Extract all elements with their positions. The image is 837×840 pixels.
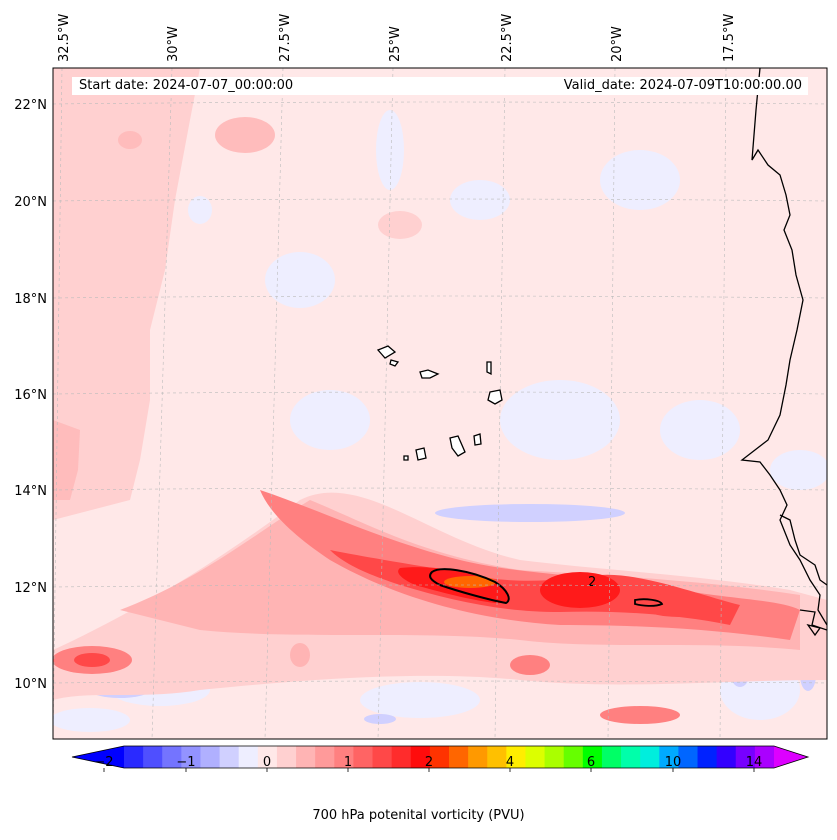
lat-label-10n: 10°N <box>14 677 47 692</box>
colorbar-swatch <box>257 746 278 768</box>
colorbar-swatch <box>353 746 374 768</box>
colorbar-swatch <box>754 746 775 768</box>
low-pv-patches <box>53 110 827 732</box>
lon-label-25w: 25°W <box>388 26 403 62</box>
colorbar-swatch <box>678 746 699 768</box>
colorbar-swatch <box>219 746 240 768</box>
valid-date-label: Valid_date: 2024-07-09T10:00:00.00 <box>532 77 808 95</box>
coastline <box>740 68 827 637</box>
pv-max-east <box>540 572 620 608</box>
pv-patch-nw <box>118 131 142 149</box>
colorbar-swatch <box>162 746 182 768</box>
map-area: 2 <box>53 68 827 739</box>
lon-label-30w: 30°W <box>166 26 181 62</box>
cb-tick-label: 1 <box>344 755 352 770</box>
colorbar-swatch <box>334 746 354 768</box>
pv-patch-west-core <box>74 653 110 667</box>
gridlines <box>53 68 827 739</box>
pv-patch-mid-south <box>510 655 550 675</box>
colorbar-swatch <box>391 746 412 768</box>
map-frame <box>52 67 828 740</box>
colorbar-swatch <box>372 746 393 768</box>
colorbar-swatch <box>640 746 660 768</box>
colorbar-swatch <box>582 746 603 768</box>
cb-tick-label: −2 <box>94 755 113 770</box>
colorbar-swatch <box>563 746 584 768</box>
lat-label-20n: 20°N <box>14 195 47 210</box>
colorbar-swatch <box>697 746 718 768</box>
pv-patch-ne <box>215 117 275 153</box>
lat-label-22n: 22°N <box>14 98 47 113</box>
cb-tick-label: 0 <box>263 755 271 770</box>
africa-coastline <box>740 68 827 626</box>
cb-tick-label: 10 <box>665 755 682 770</box>
colorbar-extend-min <box>72 746 124 768</box>
cape-verde-islands <box>376 345 503 461</box>
colorbar-swatch <box>315 746 335 768</box>
western-pv-band-inner <box>53 420 80 500</box>
colorbar-swatch <box>735 746 756 768</box>
pv-max-orange <box>444 576 496 588</box>
colorbar <box>71 745 810 772</box>
cb-tick-label: −1 <box>176 755 195 770</box>
colorbar-swatch <box>659 746 679 768</box>
colorbar-swatch <box>410 746 431 768</box>
pv-patch-south <box>290 643 310 667</box>
cb-tick-label: 4 <box>506 755 514 770</box>
cb-tick-label: 14 <box>746 755 763 770</box>
colorbar-swatch <box>296 746 316 768</box>
pv-max-far-east <box>640 593 720 617</box>
colorbar-swatch <box>506 746 526 768</box>
colorbar-swatch <box>449 746 469 768</box>
contour-label: 2 <box>588 575 596 590</box>
pv-2-contour-east <box>634 598 664 607</box>
colorbar-swatch <box>525 746 546 768</box>
colorbar-extend-max <box>774 746 808 768</box>
cb-tick-label: 2 <box>425 755 433 770</box>
lat-label-18n: 18°N <box>14 292 47 307</box>
colorbar-swatch <box>544 746 565 768</box>
lon-label-17-5w: 17.5°W <box>722 14 737 62</box>
colorbar-swatch <box>429 746 450 768</box>
lat-label-12n: 12°N <box>14 581 47 596</box>
colorbar-outline <box>71 745 810 769</box>
colorbar-swatch <box>487 746 507 768</box>
colorbar-swatch <box>124 746 144 768</box>
western-pv-band <box>53 68 200 520</box>
colorbar-swatch <box>621 746 641 768</box>
start-date-label: Start date: 2024-07-07_00:00:00 <box>72 77 539 95</box>
pv-patch-south-east <box>600 706 680 724</box>
colorbar-swatch <box>200 746 221 768</box>
colorbar-swatch <box>181 746 201 768</box>
lat-label-14n: 14°N <box>14 484 47 499</box>
pv-2-contour <box>429 568 510 605</box>
lat-label-16n: 16°N <box>14 388 47 403</box>
lon-label-27-5w: 27.5°W <box>278 14 293 62</box>
colorbar-swatch <box>276 746 297 768</box>
colorbar-swatch <box>143 746 163 768</box>
pv-patch-center <box>378 211 422 239</box>
colorbar-swatch <box>238 746 259 768</box>
cb-tick-label: 6 <box>587 755 595 770</box>
lon-label-20w: 20°W <box>610 26 625 62</box>
colorbar-swatch <box>716 746 737 768</box>
colorbar-swatch <box>468 746 488 768</box>
lon-label-32-5w: 32.5°W <box>57 14 72 62</box>
colorbar-title: 700 hPa potenital vorticity (PVU) <box>312 808 525 823</box>
lon-label-22-5w: 22.5°W <box>500 14 515 62</box>
colorbar-swatch <box>601 746 622 768</box>
